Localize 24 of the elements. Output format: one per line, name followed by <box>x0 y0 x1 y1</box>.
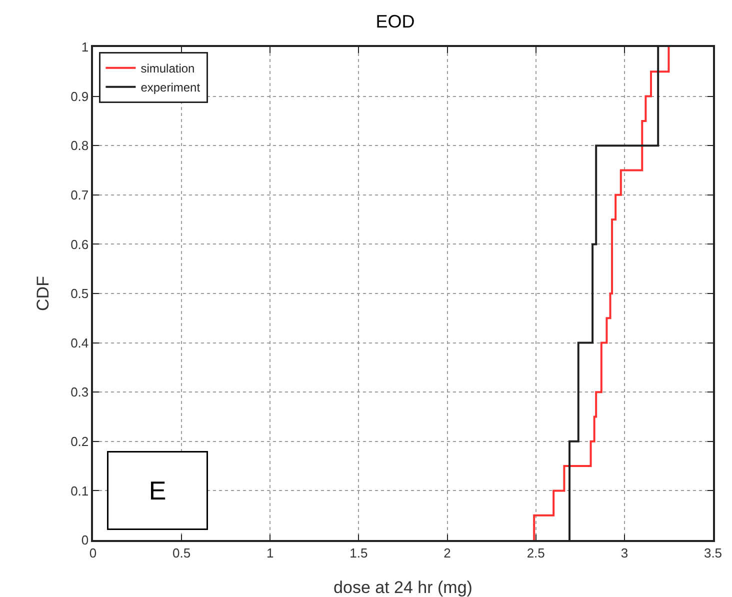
annotation: E <box>148 476 166 506</box>
y-tick-label: 0.7 <box>70 187 89 202</box>
y-tick-label: 0.1 <box>70 483 89 498</box>
x-axis-title: dose at 24 hr (mg) <box>334 578 472 597</box>
y-tick-label: 0.2 <box>70 434 89 449</box>
x-tick-label: 2 <box>444 545 451 560</box>
x-tick-label: 2.5 <box>526 545 545 560</box>
y-tick-label: 0 <box>81 532 89 548</box>
y-tick-label: 0.3 <box>70 384 89 400</box>
x-tick-label: 1 <box>266 545 274 560</box>
legend-label: simulation <box>140 62 195 76</box>
y-tick-label: 0.6 <box>70 236 89 252</box>
chart-title: EOD <box>376 12 415 32</box>
y-tick-label: 1 <box>81 40 89 55</box>
y-tick-label: 0.5 <box>70 286 89 302</box>
x-tick-label: 0.5 <box>172 545 191 560</box>
y-tick-label: 0.8 <box>70 138 89 154</box>
y-tick-label: 0.4 <box>70 335 89 350</box>
x-tick-label: 1.5 <box>350 545 368 560</box>
x-tick-label: 3.5 <box>704 545 722 560</box>
x-tick-label: 3 <box>620 545 628 560</box>
legend-label: experiment <box>140 80 201 95</box>
y-tick-label: 0.9 <box>70 88 89 104</box>
y-axis-title: CDF <box>34 276 52 311</box>
